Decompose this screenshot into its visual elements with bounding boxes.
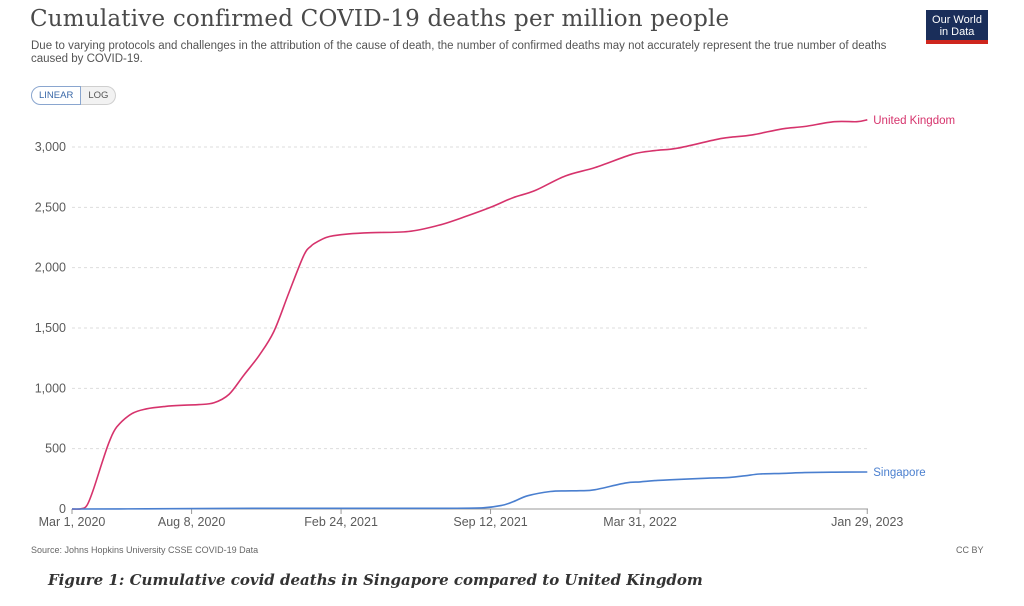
series-line-singapore <box>71 471 868 510</box>
log-button[interactable]: LOG <box>81 86 117 105</box>
logo-line-2: in Data <box>939 26 975 38</box>
y-tick-label: 1,000 <box>35 381 66 395</box>
x-tick-label: Sep 12, 2021 <box>453 515 527 529</box>
logo-line-1: Our World <box>932 14 982 26</box>
scale-toggle: LINEAR LOG <box>31 86 117 105</box>
y-tick-label: 0 <box>59 502 66 516</box>
figure-caption: Figure 1: Cumulative covid deaths in Sin… <box>48 571 703 589</box>
series-line-united-kingdom <box>71 119 868 510</box>
series-label-singapore: Singapore <box>873 467 925 479</box>
x-tick-label: Mar 31, 2022 <box>603 515 677 529</box>
y-tick-label: 2,500 <box>35 200 66 214</box>
license-note[interactable]: CC BY <box>956 545 984 555</box>
source-note[interactable]: Source: Johns Hopkins University CSSE CO… <box>31 545 259 555</box>
y-tick-label: 500 <box>45 442 66 456</box>
chart-title: Cumulative confirmed COVID-19 deaths per… <box>30 6 730 32</box>
x-tick-label: Feb 24, 2021 <box>304 515 378 529</box>
linear-button[interactable]: LINEAR <box>31 86 82 105</box>
owid-logo[interactable]: Our World in Data <box>926 10 988 44</box>
x-tick-label: Aug 8, 2020 <box>158 515 225 529</box>
x-tick-label: Jan 29, 2023 <box>831 515 903 529</box>
chart-subtitle: Due to varying protocols and challenges … <box>31 40 887 65</box>
y-tick-label: 3,000 <box>35 140 66 154</box>
series-label-united-kingdom: United Kingdom <box>873 115 955 127</box>
y-tick-label: 2,000 <box>35 261 66 275</box>
x-tick-label: Mar 1, 2020 <box>39 515 106 529</box>
y-tick-label: 1,500 <box>35 321 66 335</box>
